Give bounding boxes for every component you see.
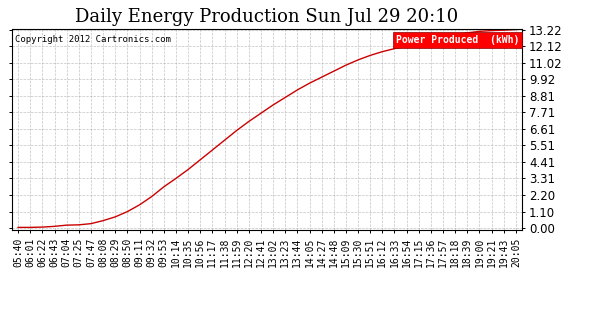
Text: Copyright 2012 Cartronics.com: Copyright 2012 Cartronics.com <box>14 35 170 44</box>
Text: Power Produced  (kWh): Power Produced (kWh) <box>396 35 520 45</box>
Title: Daily Energy Production Sun Jul 29 20:10: Daily Energy Production Sun Jul 29 20:10 <box>76 8 458 26</box>
